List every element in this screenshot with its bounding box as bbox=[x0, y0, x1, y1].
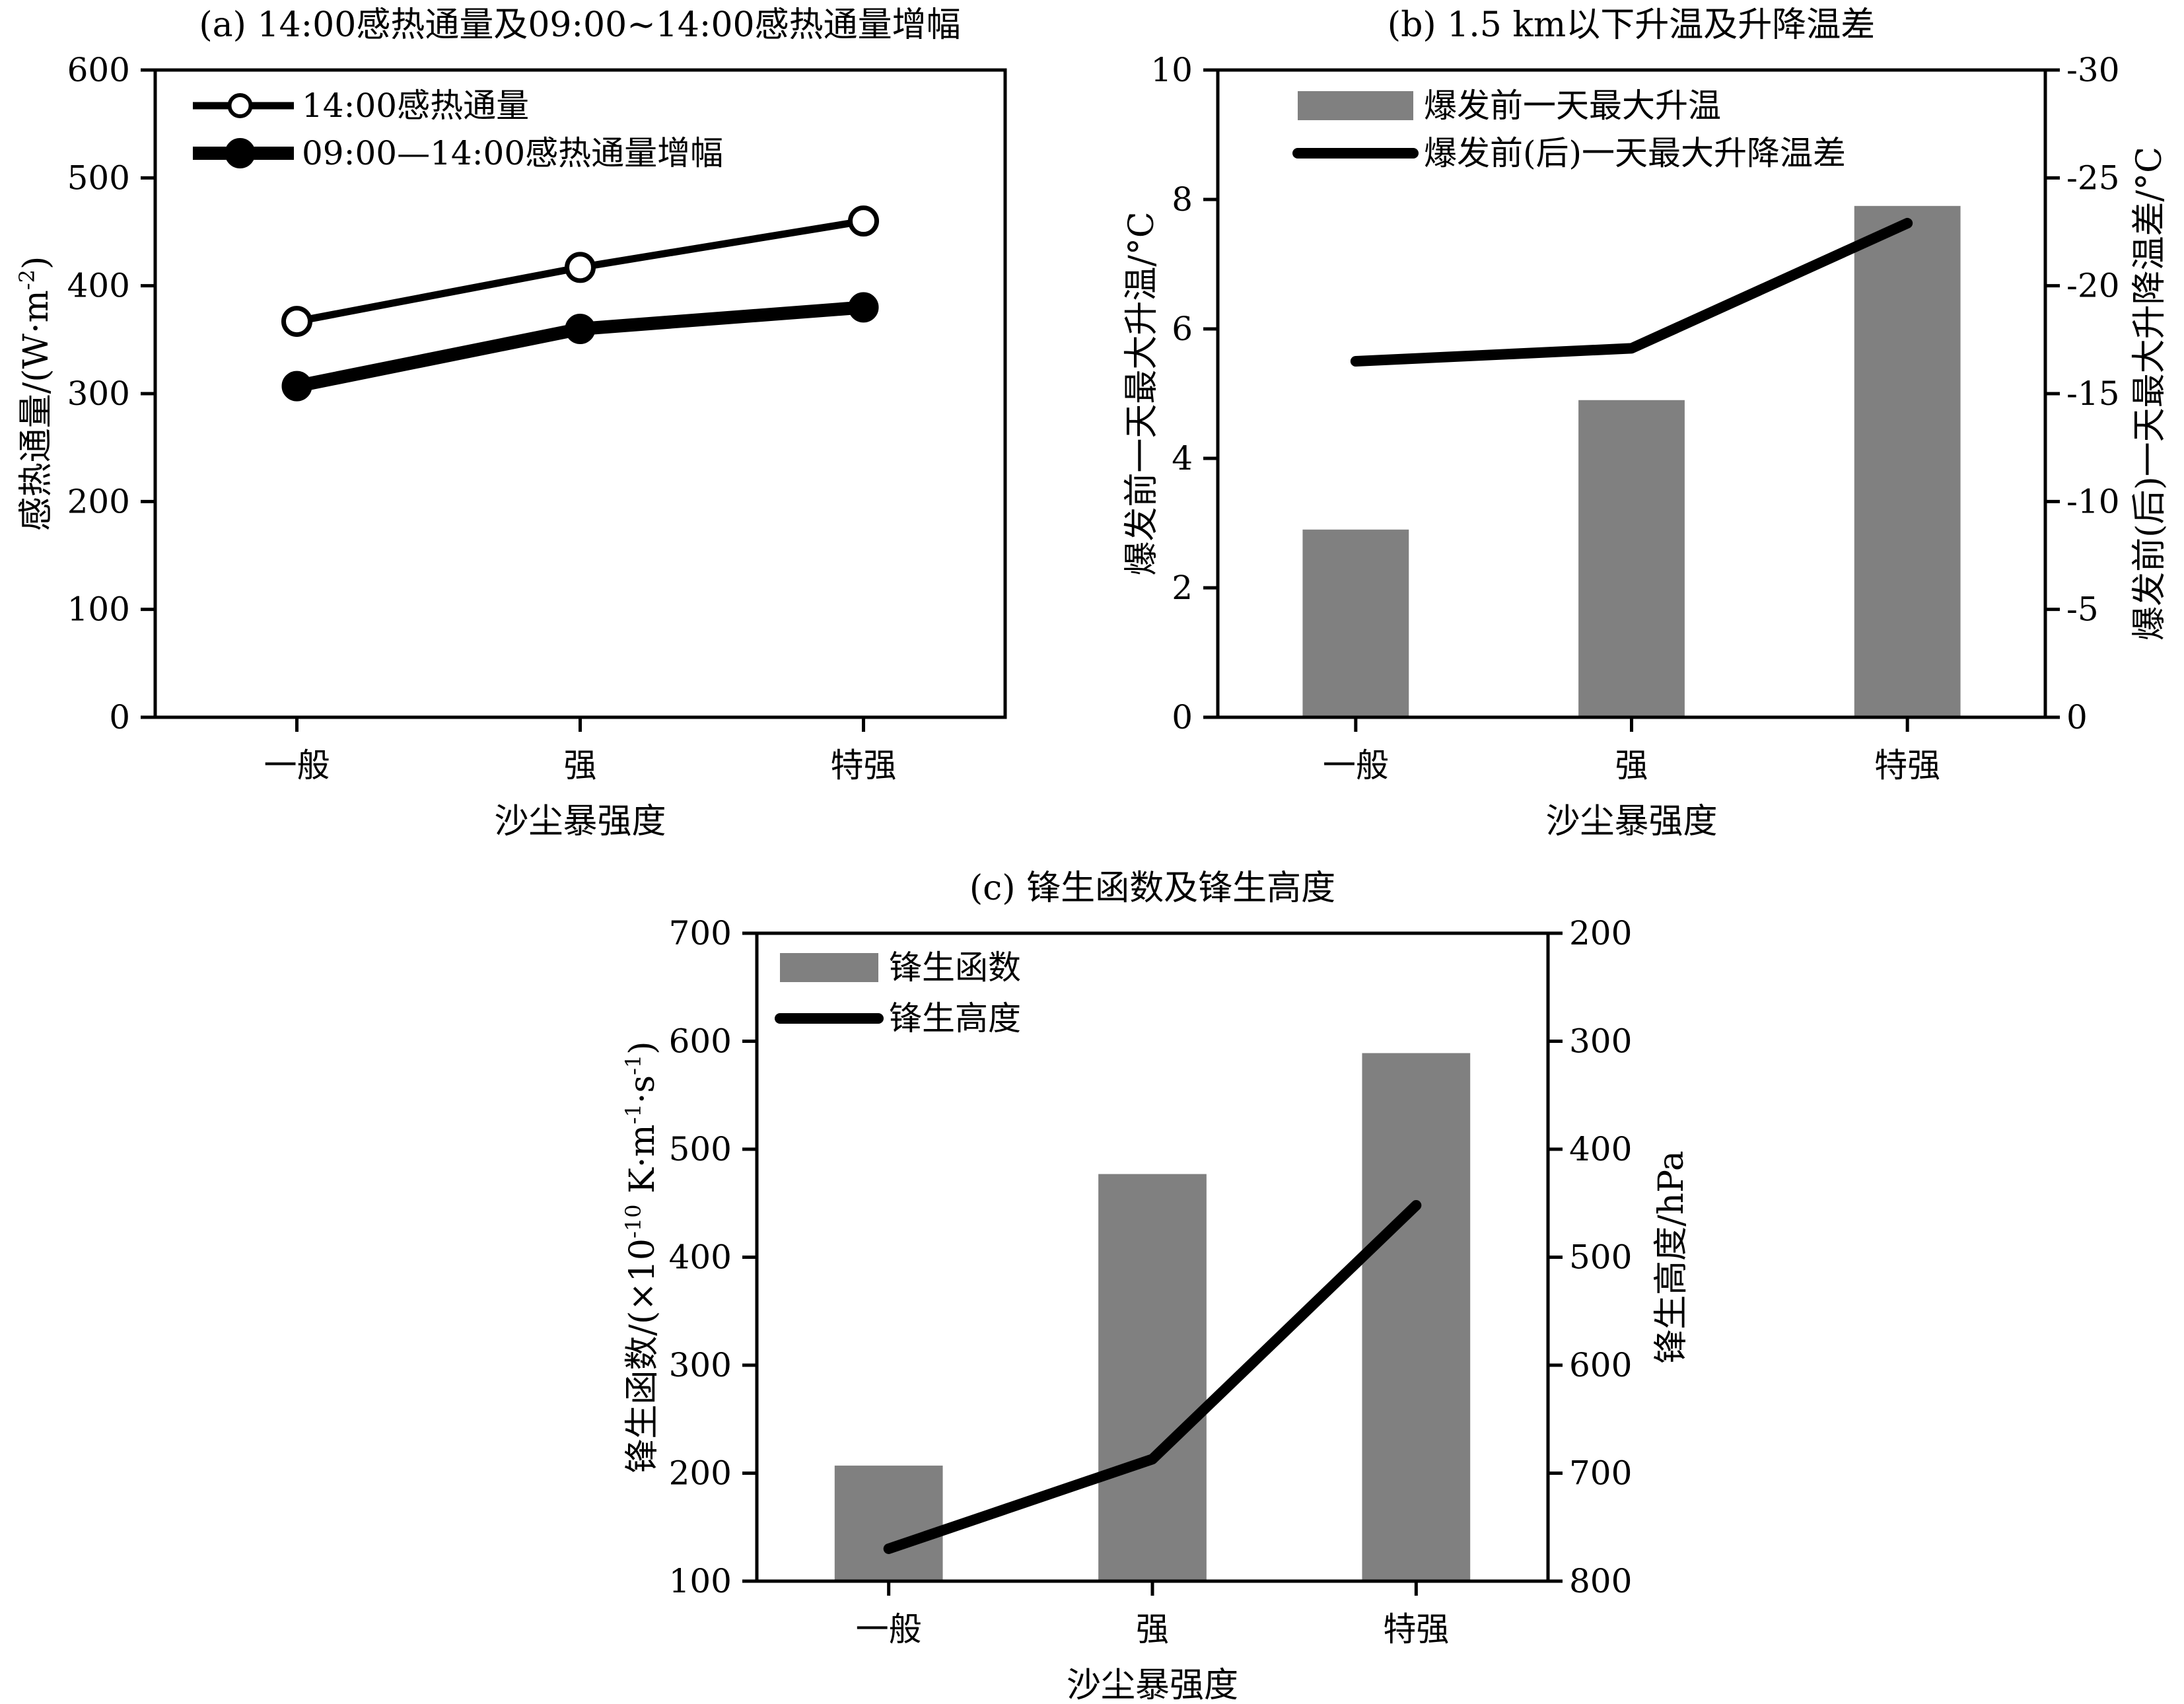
y-tick-label: 400 bbox=[669, 1238, 732, 1277]
legend-bar-swatch bbox=[1298, 91, 1413, 120]
x-tick-label: 特强 bbox=[1874, 746, 1940, 785]
x-tick-label: 一般 bbox=[264, 746, 330, 785]
y-axis-label-sup: -1 bbox=[621, 1055, 646, 1075]
y-axis-label-part: 感热通量/(W·m bbox=[17, 290, 56, 531]
x-axis-label: 沙尘暴强度 bbox=[1545, 802, 1717, 841]
y-axis-label-sup: -2 bbox=[15, 269, 40, 290]
y-tick-label: 500 bbox=[67, 159, 130, 197]
y-tick-label: 500 bbox=[669, 1130, 732, 1168]
y-right-axis-label: 爆发前(后)一天最大升降温差/°C bbox=[2130, 147, 2169, 641]
y-axis-label-part: 锋生函数/(×10 bbox=[623, 1238, 662, 1473]
plot-frame bbox=[755, 931, 1550, 1583]
y-tick-label: 8 bbox=[1172, 180, 1193, 219]
y-tick-label: 400 bbox=[67, 267, 130, 305]
y-tick-label: 300 bbox=[669, 1346, 732, 1384]
y-right-tick-label: 800 bbox=[1569, 1562, 1632, 1600]
y-right-tick-label: 300 bbox=[1569, 1022, 1632, 1061]
legend-label: 爆发前(后)一天最大升降温差 bbox=[1424, 134, 1846, 172]
bar bbox=[1362, 1053, 1471, 1581]
y-right-tick-label: -30 bbox=[2066, 51, 2120, 89]
y-tick-label: 0 bbox=[1172, 698, 1193, 736]
y-tick-label: 0 bbox=[109, 698, 130, 736]
legend-bar-swatch bbox=[780, 953, 878, 982]
legend-marker bbox=[225, 138, 256, 168]
legend-label: 锋生函数 bbox=[889, 948, 1021, 987]
y-right-tick-label: -20 bbox=[2066, 267, 2120, 305]
y-right-tick-label: 600 bbox=[1569, 1346, 1632, 1384]
x-tick-label: 一般 bbox=[1323, 746, 1389, 785]
y-tick-label: 200 bbox=[67, 482, 130, 520]
bar bbox=[1302, 529, 1409, 717]
bar bbox=[834, 1466, 943, 1581]
data-point bbox=[565, 252, 596, 283]
y-tick-label: 10 bbox=[1150, 51, 1193, 89]
x-tick-label: 特强 bbox=[831, 746, 897, 785]
y-tick-label: 6 bbox=[1172, 310, 1193, 348]
legend-label: 14:00感热通量 bbox=[302, 87, 529, 125]
y-right-tick-label: 0 bbox=[2066, 698, 2088, 736]
x-axis-label: 沙尘暴强度 bbox=[494, 802, 666, 841]
legend-marker bbox=[227, 93, 253, 118]
bar bbox=[1098, 1174, 1207, 1581]
y-tick-label: 300 bbox=[67, 374, 130, 413]
y-axis-label-sup: -10 bbox=[621, 1205, 646, 1239]
plot-frame bbox=[1216, 68, 2047, 719]
y-tick-label: 700 bbox=[669, 914, 732, 952]
y-axis-label-part: K·m bbox=[623, 1124, 662, 1204]
y-right-tick-label: 400 bbox=[1569, 1130, 1632, 1168]
y-axis-label-part: ·s bbox=[623, 1075, 662, 1104]
legend-label: 爆发前一天最大升温 bbox=[1424, 87, 1721, 125]
legend-label: 锋生高度 bbox=[889, 999, 1021, 1038]
legend-label: 09:00—14:00感热通量增幅 bbox=[302, 134, 723, 172]
data-point bbox=[848, 205, 879, 237]
y-tick-label: 600 bbox=[67, 51, 130, 89]
bar bbox=[1578, 400, 1685, 717]
data-point bbox=[281, 371, 312, 402]
x-tick-label: 强 bbox=[1615, 746, 1648, 785]
x-axis-label: 沙尘暴强度 bbox=[1067, 1666, 1238, 1704]
y-right-axis-label: 锋生高度/hPa bbox=[1652, 1151, 1691, 1364]
series-line bbox=[1350, 217, 1913, 367]
y-tick-label: 100 bbox=[67, 590, 130, 629]
bar bbox=[1854, 205, 1961, 717]
chart-title: (a) 14:00感热通量及09:00~14:00感热通量增幅 bbox=[199, 5, 960, 45]
x-tick-label: 一般 bbox=[856, 1610, 922, 1649]
data-point bbox=[281, 306, 312, 337]
y-tick-label: 100 bbox=[669, 1562, 732, 1600]
x-tick-label: 特强 bbox=[1383, 1610, 1449, 1649]
plot-frame bbox=[153, 68, 1007, 719]
y-tick-label: 200 bbox=[669, 1454, 732, 1493]
y-tick-label: 2 bbox=[1172, 569, 1193, 607]
x-tick-label: 强 bbox=[564, 746, 597, 785]
chart-title: (b) 1.5 km以下升温及升降温差 bbox=[1388, 5, 1875, 45]
chart-title: (c) 锋生函数及锋生高度 bbox=[969, 869, 1335, 908]
x-tick-label: 强 bbox=[1136, 1610, 1169, 1649]
y-axis-label: 感热通量/(W·m-2) bbox=[15, 256, 56, 532]
y-right-tick-label: 500 bbox=[1569, 1238, 1632, 1277]
y-right-tick-label: 200 bbox=[1569, 914, 1632, 952]
y-axis-label: 锋生函数/(×10-10 K·m-1·s-1) bbox=[621, 1041, 662, 1473]
y-tick-label: 600 bbox=[669, 1022, 732, 1061]
y-tick-label: 4 bbox=[1172, 439, 1193, 478]
y-axis-label-sup: -1 bbox=[621, 1104, 646, 1124]
series-line bbox=[883, 1200, 1422, 1554]
y-right-tick-label: -15 bbox=[2066, 374, 2120, 413]
y-axis-label-part: ) bbox=[17, 256, 56, 269]
y-right-tick-label: 700 bbox=[1569, 1454, 1632, 1493]
data-point bbox=[565, 314, 596, 344]
y-right-tick-label: -10 bbox=[2066, 482, 2120, 520]
y-axis-label-part: ) bbox=[623, 1041, 662, 1054]
data-point bbox=[848, 292, 879, 323]
y-right-tick-label: -25 bbox=[2066, 159, 2120, 197]
y-right-tick-label: -5 bbox=[2066, 590, 2099, 629]
y-axis-label: 爆发前一天最大升温/°C bbox=[1122, 211, 1162, 575]
